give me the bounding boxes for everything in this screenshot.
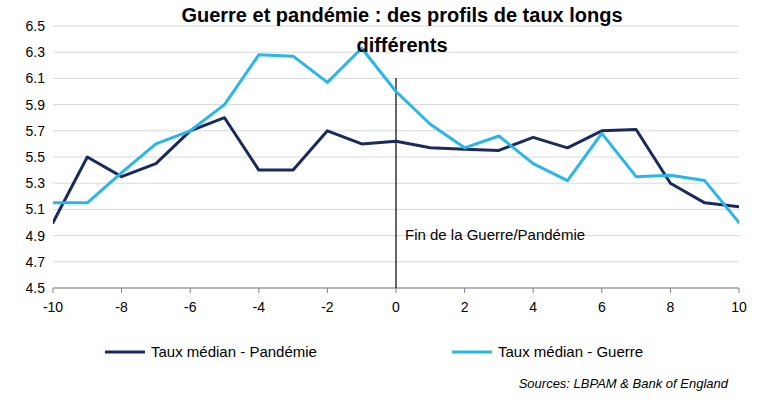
x-tick-label: -10 bbox=[43, 299, 63, 315]
y-tick-label: 6.1 bbox=[26, 70, 46, 86]
series-line bbox=[53, 48, 739, 222]
x-tick bbox=[258, 288, 259, 293]
y-tick-label: 5.1 bbox=[26, 201, 46, 217]
y-tick-label: 6.5 bbox=[26, 18, 46, 34]
x-tick-label: -8 bbox=[115, 299, 128, 315]
x-tick bbox=[53, 288, 54, 293]
y-tick-label: 4.5 bbox=[26, 280, 46, 296]
y-tick-label: 5.3 bbox=[26, 175, 46, 191]
x-tick-label: 8 bbox=[667, 299, 675, 315]
x-tick-label: 6 bbox=[598, 299, 606, 315]
series-group bbox=[53, 48, 739, 222]
annotation-line bbox=[395, 78, 396, 288]
legend-label: Taux médian - Guerre bbox=[498, 343, 643, 360]
x-tick bbox=[533, 288, 534, 293]
title-line: Guerre et pandémie : des profils de taux… bbox=[181, 4, 622, 26]
y-tick-label: 4.7 bbox=[26, 254, 46, 270]
x-tick-label: 4 bbox=[529, 299, 537, 315]
title-line: différents bbox=[356, 34, 447, 56]
source: Sources: LBPAM & Bank of England bbox=[519, 376, 729, 391]
title: Guerre et pandémie : des profils de taux… bbox=[181, 4, 622, 56]
legend-label: Taux médian - Pandémie bbox=[151, 343, 317, 360]
y-tick-label: 5.7 bbox=[26, 123, 46, 139]
y-tick-label: 6.3 bbox=[26, 44, 46, 60]
x-tick-label: 10 bbox=[731, 299, 747, 315]
background bbox=[0, 0, 768, 402]
x-tick bbox=[601, 288, 602, 293]
x-tick bbox=[464, 288, 465, 293]
y-tick-label: 4.9 bbox=[26, 228, 46, 244]
x-tick bbox=[121, 288, 122, 293]
legend-swatch bbox=[452, 351, 492, 354]
y-tick-label: 5.9 bbox=[26, 97, 46, 113]
x-tick-label: -4 bbox=[253, 299, 266, 315]
x-tick-label: 2 bbox=[461, 299, 469, 315]
x-tick-label: -6 bbox=[184, 299, 197, 315]
x-tick bbox=[190, 288, 191, 293]
x-tick bbox=[670, 288, 671, 293]
x-tick-label: -2 bbox=[321, 299, 334, 315]
series-line bbox=[53, 118, 739, 223]
annotation-text: Fin de la Guerre/Pandémie bbox=[405, 226, 585, 243]
chart: 4.5 4.7 4.9 5.1 5.3 5.5 5.7 5.9 6.1 6.3 6.5 -10 -8 -6… bbox=[0, 0, 768, 402]
x-tick bbox=[396, 288, 397, 293]
y-tick-label: 5.5 bbox=[26, 149, 46, 165]
x-tick bbox=[327, 288, 328, 293]
x-tick bbox=[739, 288, 740, 293]
legend-swatch bbox=[105, 351, 145, 354]
x-tick-label: 0 bbox=[392, 299, 400, 315]
